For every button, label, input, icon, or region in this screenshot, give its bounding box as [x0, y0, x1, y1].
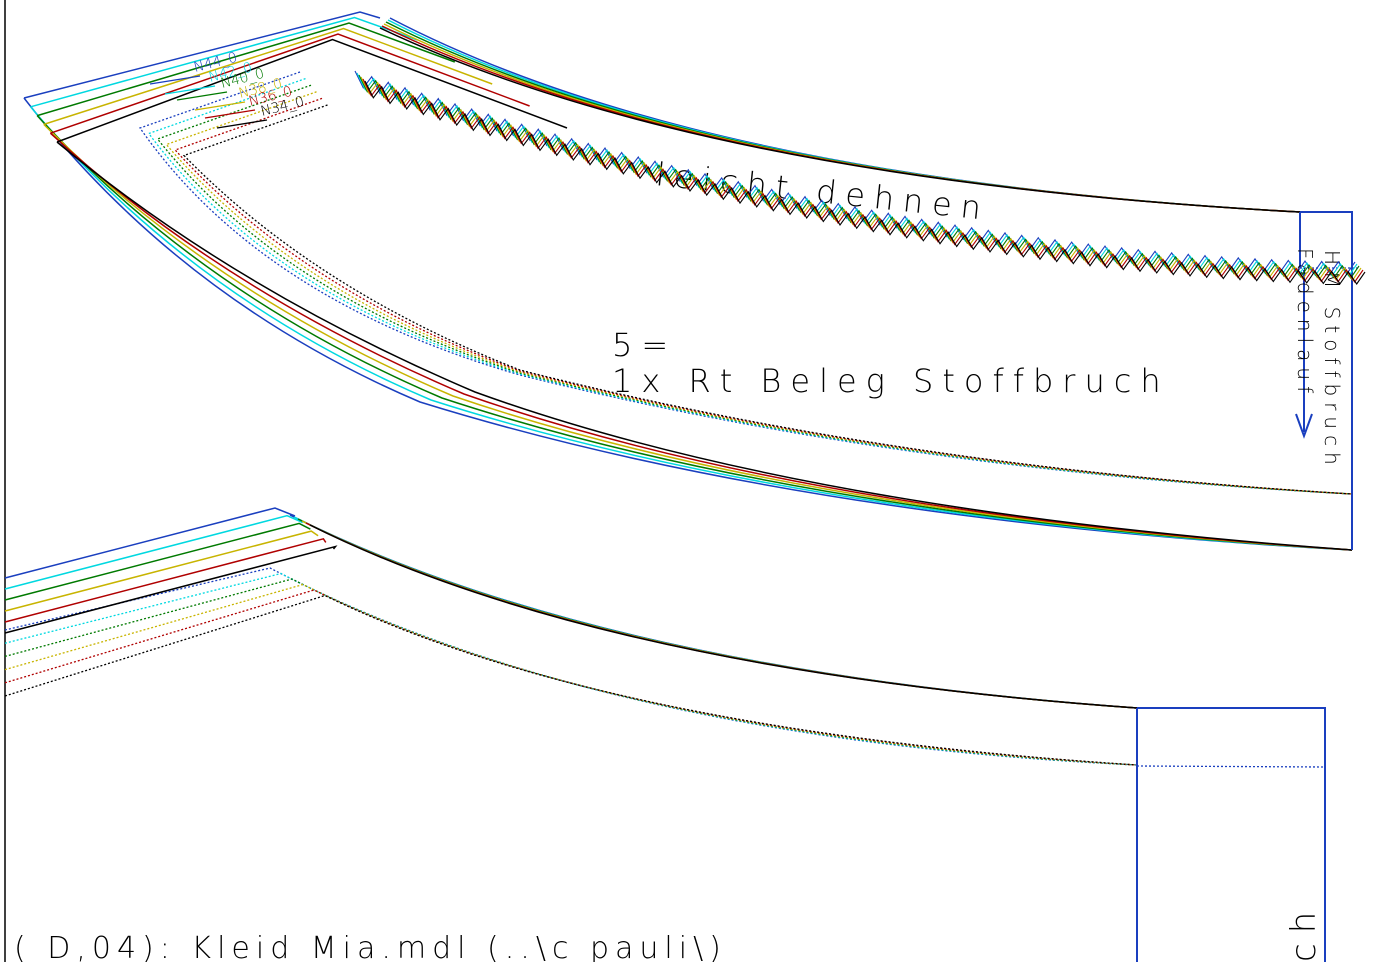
seam-line: [182, 104, 1353, 495]
seam-line-bottom: [4, 589, 1138, 766]
size-label-line: [164, 85, 216, 95]
size-lower: [56, 141, 1353, 551]
stretch-zigzag: [354, 70, 1356, 275]
stretch-zigzag: [364, 80, 1366, 285]
size-outline: [56, 38, 568, 143]
size-outline: [36, 22, 456, 117]
grain-arrowhead: [1295, 413, 1313, 439]
size-lower: [49, 132, 1353, 551]
fold-box-bottom: [1136, 707, 1326, 962]
footer: ( D,04): Kleid Mia.mdl (..\c pauli\): [14, 931, 727, 962]
fold-label-bottom: ch: [1284, 902, 1324, 962]
seam-line: [165, 91, 1353, 495]
size-label-line: [149, 75, 201, 85]
size-outline: [23, 11, 381, 99]
seam-line-bottom: [4, 567, 1138, 766]
size-outline-bottom: [4, 522, 311, 601]
size-outline: [43, 27, 493, 126]
fold-seam: [1136, 765, 1326, 768]
size-curve-bottom: [301, 520, 1138, 709]
size-lower: [43, 123, 1353, 551]
size-lower: [23, 97, 1353, 551]
size-label-line: [216, 119, 268, 129]
size-lower: [30, 106, 1353, 551]
size-label-line: [204, 109, 256, 119]
size-outline-bottom: [4, 537, 327, 623]
size-outline: [50, 33, 530, 134]
stretch-zigzag: [360, 76, 1362, 281]
stretch-zigzag: [358, 74, 1360, 279]
seam-line: [138, 71, 1353, 495]
seam-line-bottom: [4, 572, 1138, 766]
seam-line-bottom: [4, 578, 1138, 766]
piece-number: 5=: [612, 326, 677, 364]
size-outline-bottom: [4, 545, 338, 634]
size-curve-bottom: [309, 524, 1138, 709]
size-curve-bottom: [305, 522, 1138, 709]
size-outline-bottom: [4, 507, 296, 579]
size-lower: [36, 115, 1353, 551]
seam-line: [156, 84, 1353, 495]
seam-line: [147, 77, 1353, 495]
seam-line: [174, 97, 1353, 495]
size-outline-bottom: [4, 530, 319, 612]
size-curve: [379, 27, 1301, 213]
stretch-zigzag: [356, 72, 1358, 277]
fold-label: HM Stoffbruch: [1320, 250, 1344, 471]
size-outline-bottom: [4, 514, 304, 590]
seam-line-bottom: [4, 583, 1138, 766]
piece-description: 1x Rt Beleg Stoffbruch: [612, 362, 1170, 400]
size-curve-bottom: [297, 518, 1138, 709]
size-label-line: [176, 91, 228, 101]
size-curve-bottom: [293, 516, 1138, 709]
size-outlines: [4, 11, 1360, 768]
stretch-zigzag: [362, 78, 1364, 283]
size-curve-bottom: [289, 514, 1138, 709]
size-label-line: [194, 101, 246, 111]
fold-box: [1300, 211, 1353, 550]
seam-line-bottom: [4, 594, 1138, 766]
